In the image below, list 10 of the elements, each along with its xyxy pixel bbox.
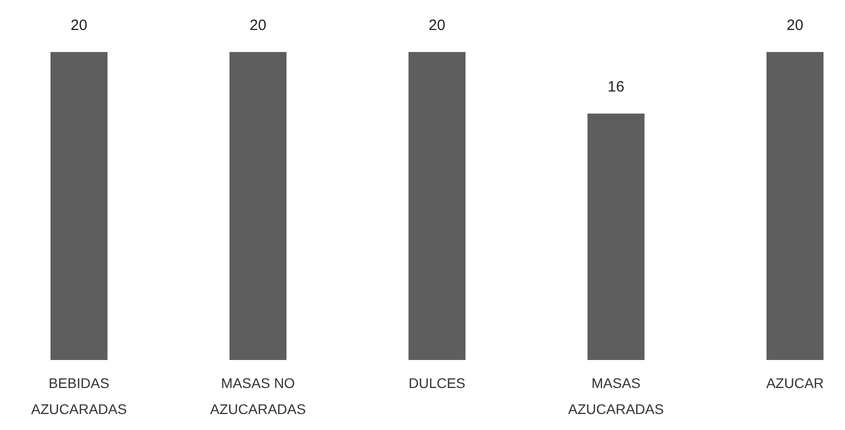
data-label: 16 <box>608 78 624 96</box>
data-label: 20 <box>70 17 88 34</box>
data-label: 20 <box>786 17 804 34</box>
x-tick-label: MASAS AZUCARADAS <box>568 375 664 417</box>
data-label: 20 <box>250 17 266 34</box>
data-label: 20 <box>428 17 446 34</box>
x-tick-label: DULCES <box>408 375 466 391</box>
x-tick-label: AZUCAR <box>766 375 824 391</box>
x-tick-label: MASAS NO AZUCARADAS <box>210 375 306 417</box>
x-tick-label: BEBIDAS AZUCARADAS <box>31 375 127 417</box>
